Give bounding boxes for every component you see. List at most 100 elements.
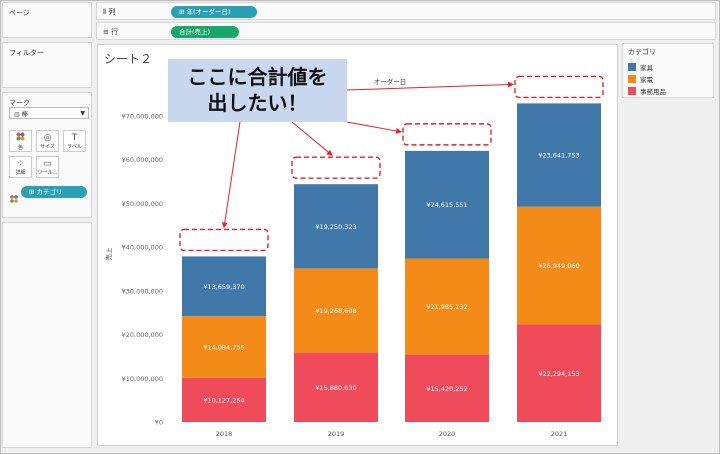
tooltip-icon: ▭ [43, 159, 52, 169]
legend-swatch [628, 63, 636, 71]
bar-segment [182, 377, 266, 422]
filters-panel[interactable]: フィルター [2, 42, 92, 88]
bar-segment [294, 268, 378, 353]
dimension-icon: ⊞ [179, 8, 187, 16]
x-tick-label: 2018 [216, 430, 233, 438]
data-label: ¥15,420,252 [426, 385, 467, 393]
data-label: ¥19,268,608 [315, 307, 356, 315]
bar-segment [405, 258, 489, 355]
annotation-arrow [346, 121, 402, 134]
columns-pill-label: 年(オーダー日) [186, 8, 231, 16]
data-label: ¥14,084,755 [203, 343, 244, 351]
size-button[interactable]: ◎ サイズ [36, 130, 59, 152]
data-label: ¥24,615,551 [426, 201, 467, 209]
x-axis-title: オーダー日 [374, 77, 407, 86]
y-tick-label: ¥0 [155, 419, 163, 427]
legend-item-office-supplies[interactable]: 事務用品 [628, 86, 666, 96]
data-label: ¥19,250,323 [315, 223, 356, 231]
category-legend: カテゴリ 家具 家電 事務用品 [622, 43, 714, 98]
y-tick-label: ¥70,000,000 [122, 113, 163, 121]
columns-shelf-label: ⦀ 列 [103, 8, 116, 16]
annotation-arrow [221, 121, 241, 229]
sidebar-empty-area [2, 222, 92, 448]
label-button[interactable]: T ラベル [63, 130, 86, 152]
annotation-arrow [346, 81, 514, 91]
color-button[interactable]: 色 [9, 130, 32, 152]
total-placeholder-box [179, 228, 269, 252]
y-tick-label: ¥30,000,000 [122, 287, 163, 295]
data-label: ¥22,294,153 [538, 370, 579, 378]
y-tick-label: ¥20,000,000 [122, 331, 163, 339]
legend-title: カテゴリ [628, 48, 656, 56]
columns-icon: ⦀ [103, 8, 109, 16]
data-label: ¥21,985,132 [426, 303, 467, 311]
total-placeholder-box [514, 75, 604, 99]
detail-icon: ⁘ [16, 159, 25, 169]
color-label: 色 [17, 145, 23, 151]
annotation-callout: ここに合計値を 出したい！ [168, 59, 347, 122]
bar-segment [294, 184, 378, 269]
tooltip-label: ツール... [37, 170, 58, 176]
mark-type-dropdown[interactable]: ▥ 棒 ▼ [9, 107, 89, 119]
mark-type-value: 棒 [21, 110, 29, 118]
data-label: ¥10,127,254 [203, 396, 244, 404]
data-label: ¥26,949,060 [538, 262, 579, 270]
marks-panel: マーク ▥ 棒 ▼ 色 ◎ サイズ T ラベル ⁘ 詳細 ▭ ツール... ⊞ … [2, 92, 92, 218]
chevron-down-icon: ▼ [80, 110, 85, 117]
bar-segment [182, 256, 266, 317]
dimension-icon: ⊞ [29, 188, 37, 196]
legend-swatch [628, 87, 636, 95]
detail-button[interactable]: ⁘ 詳細 [9, 156, 32, 178]
data-label: ¥13,659,370 [203, 283, 244, 291]
y-tick-label: ¥40,000,000 [122, 244, 163, 252]
bar-chart-icon: ▥ [14, 111, 22, 118]
rows-icon: ≡ [103, 28, 112, 36]
label-icon: T [71, 133, 78, 143]
y-tick-label: ¥10,000,000 [122, 375, 163, 383]
columns-shelf[interactable]: ⦀ 列 ⊞ 年(オーダー日) [96, 2, 716, 20]
total-placeholder-box [291, 156, 381, 179]
pages-panel: ページ [2, 2, 92, 38]
bar-segment [517, 206, 601, 325]
bar-segment [182, 316, 266, 378]
bar-segment [517, 324, 601, 422]
rows-shelf-label: ≡ 行 [103, 28, 119, 36]
sheet-title: シート２ [104, 52, 153, 66]
size-icon: ◎ [43, 133, 52, 143]
total-placeholder-box [402, 123, 492, 146]
rows-pill-label: 合計(売上) [179, 28, 211, 36]
year-order-date-pill[interactable]: ⊞ 年(オーダー日) [171, 6, 257, 18]
sum-sales-pill[interactable]: 合計(売上) [171, 26, 239, 38]
y-tick-label: ¥50,000,000 [122, 200, 163, 208]
tooltip-button[interactable]: ▭ ツール... [36, 156, 59, 178]
stacked-bar-chart: ¥0 ¥10,000,000 ¥20,000,000 ¥30,000,000 ¥40,0… [104, 75, 604, 438]
color-icon [10, 132, 31, 145]
bar-segment [517, 103, 601, 207]
data-label: ¥15,880,630 [315, 384, 356, 392]
label-label: ラベル [66, 144, 82, 150]
rows-shelf[interactable]: ≡ 行 合計(売上) [96, 22, 716, 40]
y-tick-label: ¥60,000,000 [122, 156, 163, 164]
detail-label: 詳細 [15, 170, 26, 176]
pages-title: ページ [9, 9, 30, 17]
color-encoding-icon [10, 188, 18, 207]
bar-segment [405, 150, 489, 259]
x-tick-label: 2019 [328, 430, 345, 438]
category-pill-label: カテゴリ [36, 188, 63, 196]
x-tick-label: 2021 [551, 430, 568, 438]
bar-segment [294, 352, 378, 422]
marks-title: マーク [9, 99, 30, 107]
legend-item-furniture[interactable]: 家具 [628, 62, 653, 72]
data-label: ¥23,641,753 [538, 152, 579, 160]
y-axis-title: 売上 [104, 247, 113, 261]
filters-title: フィルター [9, 49, 44, 57]
annotation-arrow [291, 121, 333, 156]
callout-line-2: 出したい！ [207, 91, 308, 115]
size-label: サイズ [40, 144, 55, 150]
legend-swatch [628, 75, 636, 83]
category-color-pill[interactable]: ⊞ カテゴリ [21, 186, 87, 198]
callout-line-1: ここに合計値を [187, 65, 328, 89]
bar-segment [405, 354, 489, 422]
x-tick-label: 2020 [439, 430, 456, 438]
legend-item-appliances[interactable]: 家電 [628, 74, 653, 84]
